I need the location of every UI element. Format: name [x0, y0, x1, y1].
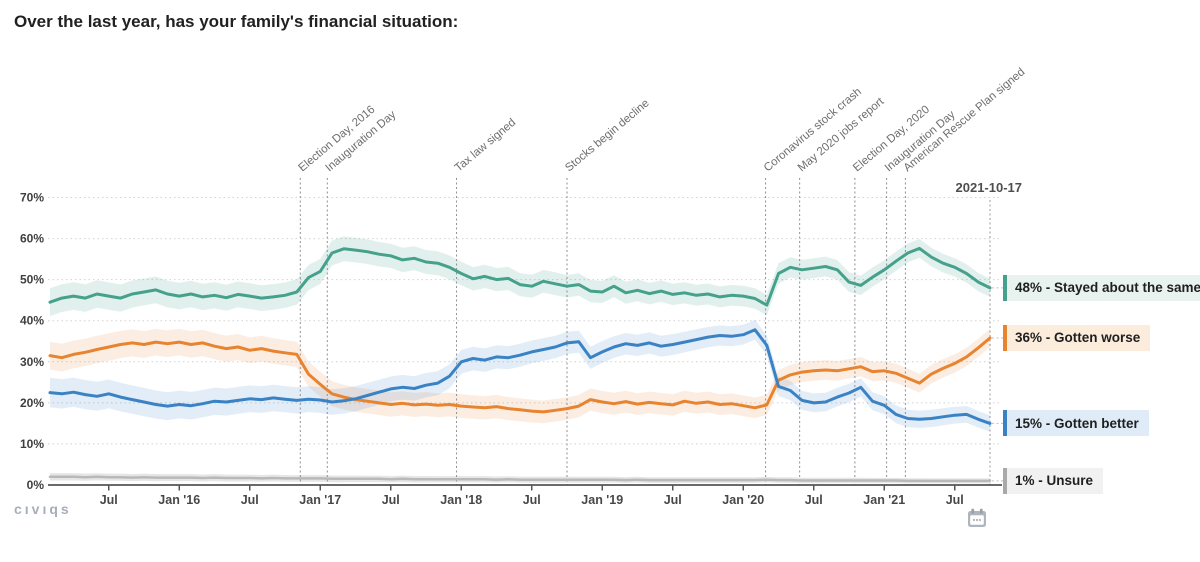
calendar-icon[interactable]	[965, 506, 989, 530]
legend-item-unsure: 1% - Unsure	[1003, 467, 1104, 494]
svg-text:Jul: Jul	[946, 493, 964, 507]
page-title: Over the last year, has your family's fi…	[14, 12, 459, 31]
svg-text:Jan '20: Jan '20	[722, 493, 764, 507]
legend-label: 1% - Unsure	[1015, 473, 1094, 489]
svg-text:Jan '16: Jan '16	[158, 493, 200, 507]
svg-text:0%: 0%	[27, 478, 45, 492]
svg-text:Jan '17: Jan '17	[299, 493, 341, 507]
svg-text:Jul: Jul	[805, 493, 823, 507]
legend-label: 36% - Gotten worse	[1015, 330, 1141, 346]
svg-text:Stocks begin decline: Stocks begin decline	[563, 97, 652, 174]
legend-item-gotten-better: 15% - Gotten better	[1003, 410, 1149, 437]
legend-label: 48% - Stayed about the same	[1015, 280, 1200, 296]
svg-text:Jul: Jul	[382, 493, 400, 507]
svg-text:40%: 40%	[20, 314, 44, 328]
legend-item-gotten-worse: 36% - Gotten worse	[1003, 324, 1151, 351]
svg-text:Jul: Jul	[241, 493, 259, 507]
svg-text:10%: 10%	[20, 437, 44, 451]
current-date-label: 2021-10-17	[955, 180, 1023, 195]
svg-text:Jan '21: Jan '21	[863, 493, 905, 507]
svg-text:Jul: Jul	[100, 493, 118, 507]
svg-text:Tax law signed: Tax law signed	[453, 117, 519, 175]
svg-text:Jul: Jul	[523, 493, 541, 507]
svg-text:60%: 60%	[20, 232, 44, 246]
svg-text:Jan '19: Jan '19	[581, 493, 623, 507]
svg-text:Jan '18: Jan '18	[440, 493, 482, 507]
legend-item-stayed-same: 48% - Stayed about the same	[1003, 274, 1200, 301]
civiqs-logo: cıvıqs	[14, 501, 72, 517]
svg-text:30%: 30%	[20, 355, 44, 369]
svg-text:20%: 20%	[20, 396, 44, 410]
svg-text:50%: 50%	[20, 273, 44, 287]
legend-label: 15% - Gotten better	[1015, 415, 1139, 431]
svg-text:70%: 70%	[20, 191, 44, 205]
svg-text:Jul: Jul	[664, 493, 682, 507]
